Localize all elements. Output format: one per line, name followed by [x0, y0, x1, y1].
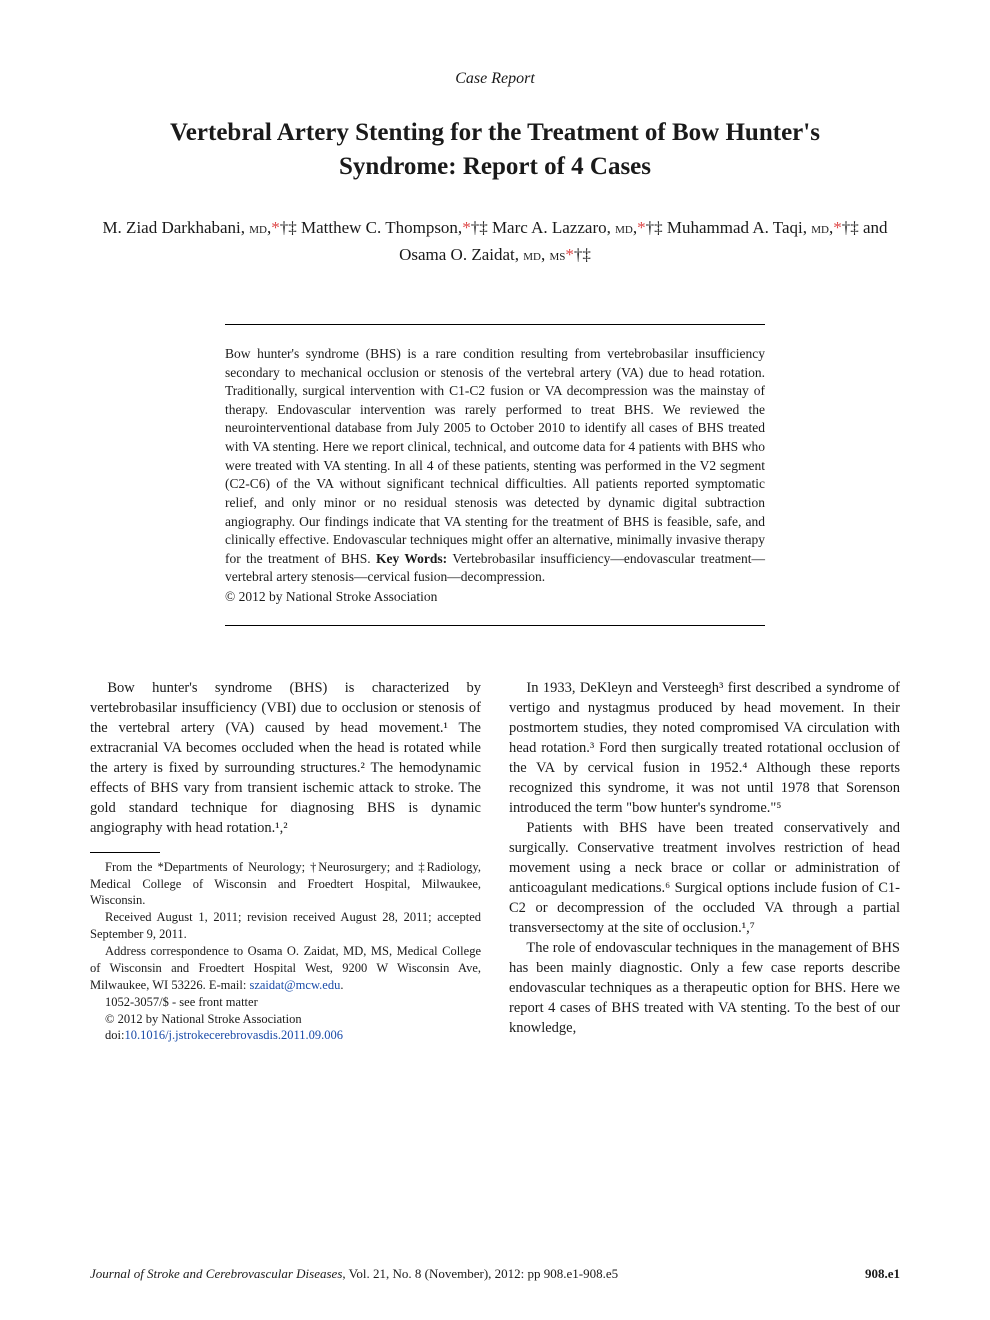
footnote-correspondence: Address correspondence to Osama O. Zaida… — [90, 943, 481, 994]
footnote-doi: doi:10.1016/j.jstrokecerebrovasdis.2011.… — [90, 1027, 481, 1044]
body-paragraph: The role of endovascular techniques in t… — [509, 938, 900, 1038]
footnote-block: From the *Departments of Neurology; †Neu… — [90, 859, 481, 1045]
body-columns: Bow hunter's syndrome (BHS) is character… — [90, 678, 900, 1045]
abstract: Bow hunter's syndrome (BHS) is a rare co… — [225, 325, 765, 625]
page-footer: Journal of Stroke and Cerebrovascular Di… — [90, 1266, 900, 1282]
footnote-rule — [90, 852, 160, 853]
abstract-text: Bow hunter's syndrome (BHS) is a rare co… — [225, 346, 765, 566]
body-paragraph: Patients with BHS have been treated cons… — [509, 818, 900, 938]
footnote-copyright: © 2012 by National Stroke Association — [90, 1011, 481, 1028]
citation-details: , Vol. 21, No. 8 (November), 2012: pp 90… — [342, 1266, 618, 1281]
left-column: Bow hunter's syndrome (BHS) is character… — [90, 678, 481, 1045]
doi-label: doi: — [105, 1028, 124, 1042]
article-title: Vertebral Artery Stenting for the Treatm… — [90, 116, 900, 184]
body-paragraph: In 1933, DeKleyn and Versteegh³ first de… — [509, 678, 900, 818]
journal-citation: Journal of Stroke and Cerebrovascular Di… — [90, 1266, 618, 1282]
correspondence-email-link[interactable]: szaidat@mcw.edu — [249, 978, 340, 992]
period: . — [340, 978, 343, 992]
journal-name: Journal of Stroke and Cerebrovascular Di… — [90, 1266, 342, 1281]
footnote-issn: 1052-3057/$ - see front matter — [90, 994, 481, 1011]
body-paragraph: Bow hunter's syndrome (BHS) is character… — [90, 678, 481, 838]
right-column: In 1933, DeKleyn and Versteegh³ first de… — [509, 678, 900, 1045]
author-list: M. Ziad Darkhabani, md,*†‡ Matthew C. Th… — [90, 214, 900, 268]
keywords-label: Key Words: — [376, 551, 447, 566]
footnote-received: Received August 1, 2011; revision receiv… — [90, 909, 481, 943]
article-type: Case Report — [90, 70, 900, 88]
doi-link[interactable]: 10.1016/j.jstrokecerebrovasdis.2011.09.0… — [124, 1028, 343, 1042]
abstract-block: Bow hunter's syndrome (BHS) is a rare co… — [225, 324, 765, 626]
page-number: 908.e1 — [865, 1266, 900, 1282]
abstract-copyright: © 2012 by National Stroke Association — [225, 588, 765, 607]
abstract-rule-bottom — [225, 625, 765, 626]
footnote-affiliations: From the *Departments of Neurology; †Neu… — [90, 859, 481, 910]
